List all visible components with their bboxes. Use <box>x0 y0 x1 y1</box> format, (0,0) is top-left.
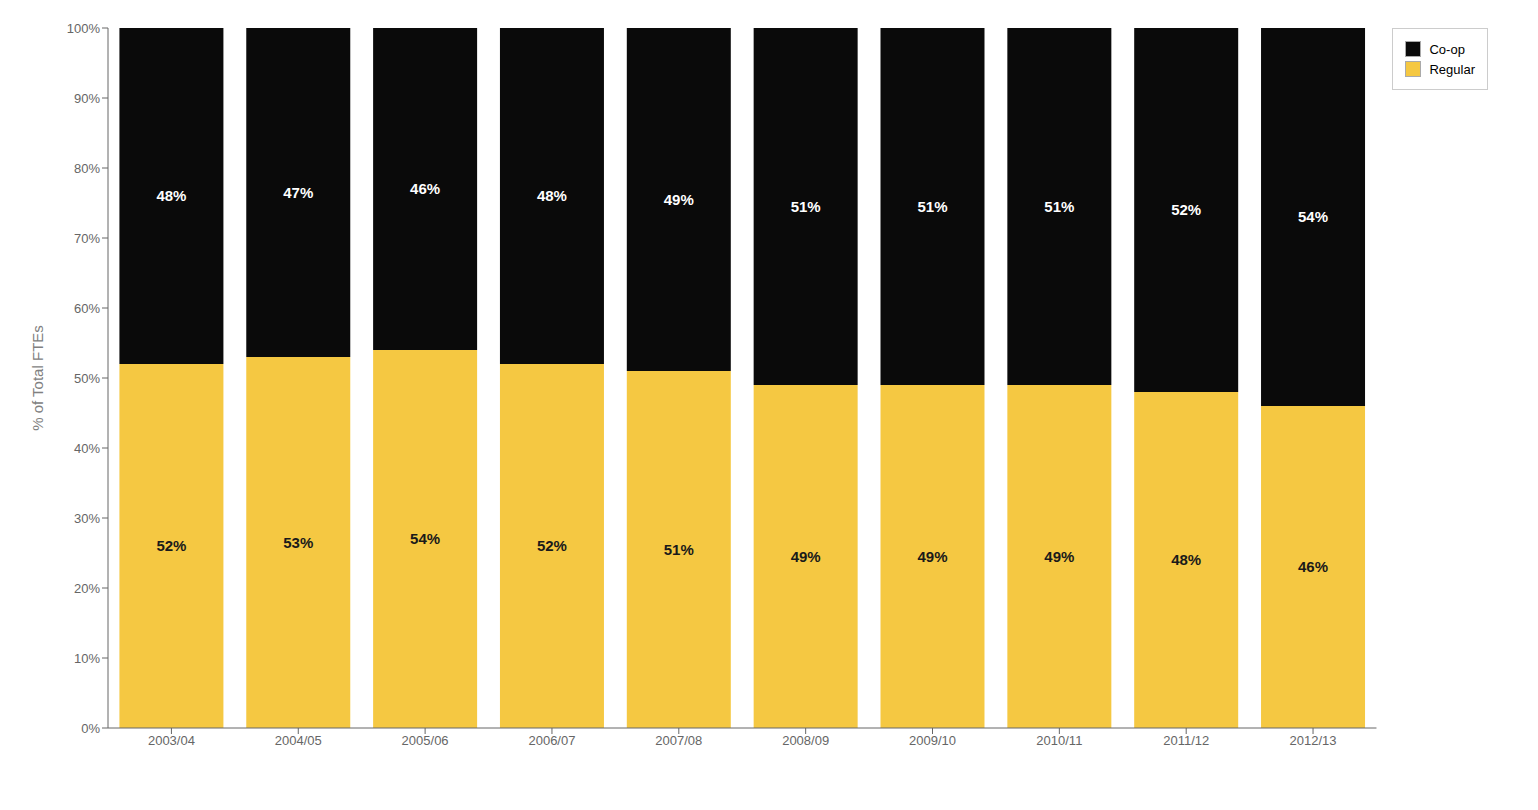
svg-text:48%: 48% <box>1171 551 1201 568</box>
svg-text:2005/06: 2005/06 <box>402 733 449 748</box>
svg-text:54%: 54% <box>1298 208 1328 225</box>
svg-text:60%: 60% <box>74 301 100 316</box>
svg-text:2004/05: 2004/05 <box>275 733 322 748</box>
svg-text:80%: 80% <box>74 161 100 176</box>
svg-text:2008/09: 2008/09 <box>782 733 829 748</box>
svg-text:100%: 100% <box>67 21 101 36</box>
svg-text:90%: 90% <box>74 91 100 106</box>
svg-text:52%: 52% <box>1171 201 1201 218</box>
svg-text:2006/07: 2006/07 <box>528 733 575 748</box>
svg-text:48%: 48% <box>537 187 567 204</box>
svg-text:51%: 51% <box>791 198 821 215</box>
svg-text:2012/13: 2012/13 <box>1290 733 1337 748</box>
svg-text:51%: 51% <box>917 198 947 215</box>
svg-text:46%: 46% <box>410 180 440 197</box>
svg-text:50%: 50% <box>74 371 100 386</box>
svg-text:51%: 51% <box>664 541 694 558</box>
svg-text:52%: 52% <box>537 537 567 554</box>
svg-text:49%: 49% <box>791 548 821 565</box>
svg-text:47%: 47% <box>283 184 313 201</box>
svg-text:54%: 54% <box>410 530 440 547</box>
svg-text:% of Total FTEs: % of Total FTEs <box>29 325 46 431</box>
svg-text:49%: 49% <box>1044 548 1074 565</box>
svg-text:48%: 48% <box>156 187 186 204</box>
svg-text:46%: 46% <box>1298 558 1328 575</box>
svg-text:2007/08: 2007/08 <box>655 733 702 748</box>
svg-text:30%: 30% <box>74 511 100 526</box>
svg-text:49%: 49% <box>664 191 694 208</box>
svg-text:53%: 53% <box>283 534 313 551</box>
svg-text:2009/10: 2009/10 <box>909 733 956 748</box>
svg-text:2010/11: 2010/11 <box>1036 733 1082 748</box>
html-text:Regular: Regular <box>1429 61 1475 77</box>
svg-text:10%: 10% <box>74 651 100 666</box>
html-text:Co-op: Co-op <box>1429 41 1465 57</box>
svg-text:40%: 40% <box>74 441 100 456</box>
svg-text:70%: 70% <box>74 231 100 246</box>
svg-text:2003/04: 2003/04 <box>148 733 195 748</box>
svg-text:2011/12: 2011/12 <box>1163 733 1209 748</box>
svg-text:52%: 52% <box>156 537 186 554</box>
svg-text:20%: 20% <box>74 581 100 596</box>
svg-text:51%: 51% <box>1044 198 1074 215</box>
svg-text:49%: 49% <box>917 548 947 565</box>
svg-text:0%: 0% <box>81 721 100 736</box>
